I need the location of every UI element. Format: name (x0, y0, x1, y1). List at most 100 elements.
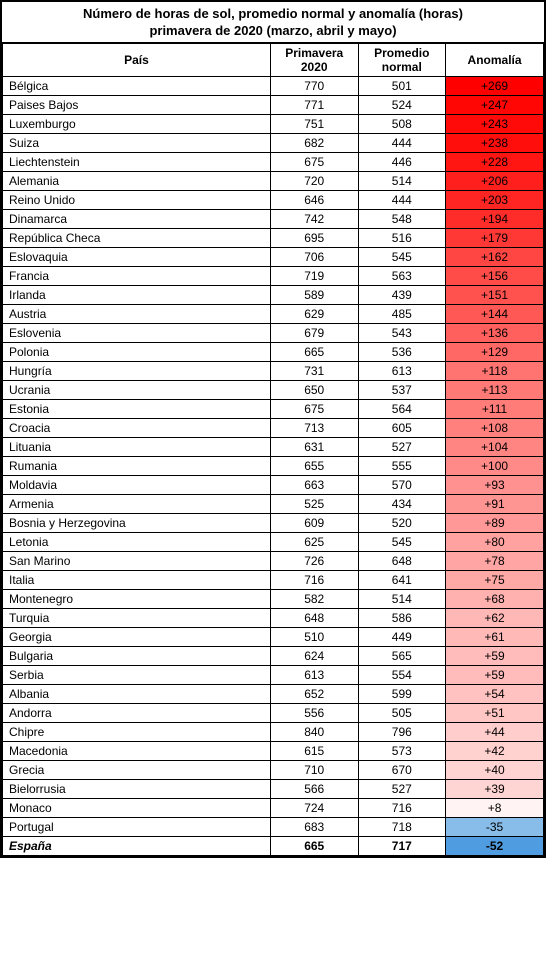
title-block: Número de horas de sol, promedio normal … (2, 2, 544, 43)
cell-spring: 679 (270, 323, 358, 342)
cell-anomaly: +8 (446, 798, 544, 817)
cell-normal: 548 (358, 209, 446, 228)
cell-spring: 609 (270, 513, 358, 532)
cell-spring: 771 (270, 95, 358, 114)
table-row: Letonia625545+80 (3, 532, 544, 551)
cell-anomaly: +194 (446, 209, 544, 228)
cell-anomaly: +104 (446, 437, 544, 456)
cell-anomaly: +59 (446, 665, 544, 684)
table-row: Dinamarca742548+194 (3, 209, 544, 228)
cell-country: Eslovenia (3, 323, 271, 342)
cell-spring: 731 (270, 361, 358, 380)
cell-normal: 449 (358, 627, 446, 646)
cell-spring: 566 (270, 779, 358, 798)
cell-spring: 683 (270, 817, 358, 836)
cell-anomaly: +108 (446, 418, 544, 437)
cell-normal: 520 (358, 513, 446, 532)
cell-anomaly: +42 (446, 741, 544, 760)
cell-spring: 770 (270, 76, 358, 95)
table-row: Hungría731613+118 (3, 361, 544, 380)
cell-anomaly: +62 (446, 608, 544, 627)
header-normal: Promedio normal (358, 43, 446, 76)
cell-anomaly: +269 (446, 76, 544, 95)
cell-spring: 695 (270, 228, 358, 247)
cell-country: Grecia (3, 760, 271, 779)
cell-anomaly: +80 (446, 532, 544, 551)
cell-country: Moldavia (3, 475, 271, 494)
table-row: Francia719563+156 (3, 266, 544, 285)
cell-normal: 514 (358, 171, 446, 190)
cell-spring: 646 (270, 190, 358, 209)
cell-normal: 537 (358, 380, 446, 399)
cell-spring: 720 (270, 171, 358, 190)
cell-normal: 446 (358, 152, 446, 171)
cell-country: Ucrania (3, 380, 271, 399)
cell-normal: 718 (358, 817, 446, 836)
cell-country: Monaco (3, 798, 271, 817)
cell-normal: 555 (358, 456, 446, 475)
cell-normal: 563 (358, 266, 446, 285)
cell-spring: 613 (270, 665, 358, 684)
cell-spring: 655 (270, 456, 358, 475)
cell-spring: 665 (270, 836, 358, 855)
cell-spring: 615 (270, 741, 358, 760)
table-row: Polonia665536+129 (3, 342, 544, 361)
cell-anomaly: +91 (446, 494, 544, 513)
cell-spring: 719 (270, 266, 358, 285)
table-row: Luxemburgo751508+243 (3, 114, 544, 133)
cell-anomaly: +247 (446, 95, 544, 114)
cell-normal: 554 (358, 665, 446, 684)
cell-anomaly: +129 (446, 342, 544, 361)
cell-normal: 524 (358, 95, 446, 114)
table-row: Austria629485+144 (3, 304, 544, 323)
table-row: Rumania655555+100 (3, 456, 544, 475)
cell-spring: 665 (270, 342, 358, 361)
table-row: Reino Unido646444+203 (3, 190, 544, 209)
cell-anomaly: +238 (446, 133, 544, 152)
table-row: Moldavia663570+93 (3, 475, 544, 494)
cell-spring: 556 (270, 703, 358, 722)
cell-spring: 751 (270, 114, 358, 133)
cell-country: Bélgica (3, 76, 271, 95)
cell-anomaly: +89 (446, 513, 544, 532)
cell-normal: 439 (358, 285, 446, 304)
table-row: Italia716641+75 (3, 570, 544, 589)
cell-normal: 599 (358, 684, 446, 703)
header-spring: Primavera 2020 (270, 43, 358, 76)
cell-normal: 514 (358, 589, 446, 608)
cell-normal: 605 (358, 418, 446, 437)
cell-country: San Marino (3, 551, 271, 570)
cell-normal: 565 (358, 646, 446, 665)
cell-anomaly: +93 (446, 475, 544, 494)
cell-spring: 631 (270, 437, 358, 456)
cell-anomaly: +111 (446, 399, 544, 418)
cell-anomaly: +54 (446, 684, 544, 703)
table-row: Bielorrusia566527+39 (3, 779, 544, 798)
cell-spring: 710 (270, 760, 358, 779)
cell-anomaly: +243 (446, 114, 544, 133)
cell-spring: 625 (270, 532, 358, 551)
table-row: Irlanda589439+151 (3, 285, 544, 304)
cell-anomaly: +78 (446, 551, 544, 570)
cell-normal: 485 (358, 304, 446, 323)
table-row: Chipre840796+44 (3, 722, 544, 741)
cell-spring: 675 (270, 152, 358, 171)
table-container: Número de horas de sol, promedio normal … (0, 0, 546, 858)
cell-spring: 742 (270, 209, 358, 228)
cell-spring: 652 (270, 684, 358, 703)
cell-spring: 510 (270, 627, 358, 646)
cell-normal: 545 (358, 532, 446, 551)
cell-country: Croacia (3, 418, 271, 437)
cell-country: Armenia (3, 494, 271, 513)
cell-anomaly: +179 (446, 228, 544, 247)
data-table: País Primavera 2020 Promedio normal Anom… (2, 43, 544, 856)
table-row: Macedonia615573+42 (3, 741, 544, 760)
table-row: San Marino726648+78 (3, 551, 544, 570)
cell-spring: 840 (270, 722, 358, 741)
cell-anomaly: +228 (446, 152, 544, 171)
cell-normal: 570 (358, 475, 446, 494)
table-row: Estonia675564+111 (3, 399, 544, 418)
cell-normal: 505 (358, 703, 446, 722)
cell-spring: 724 (270, 798, 358, 817)
cell-spring: 629 (270, 304, 358, 323)
